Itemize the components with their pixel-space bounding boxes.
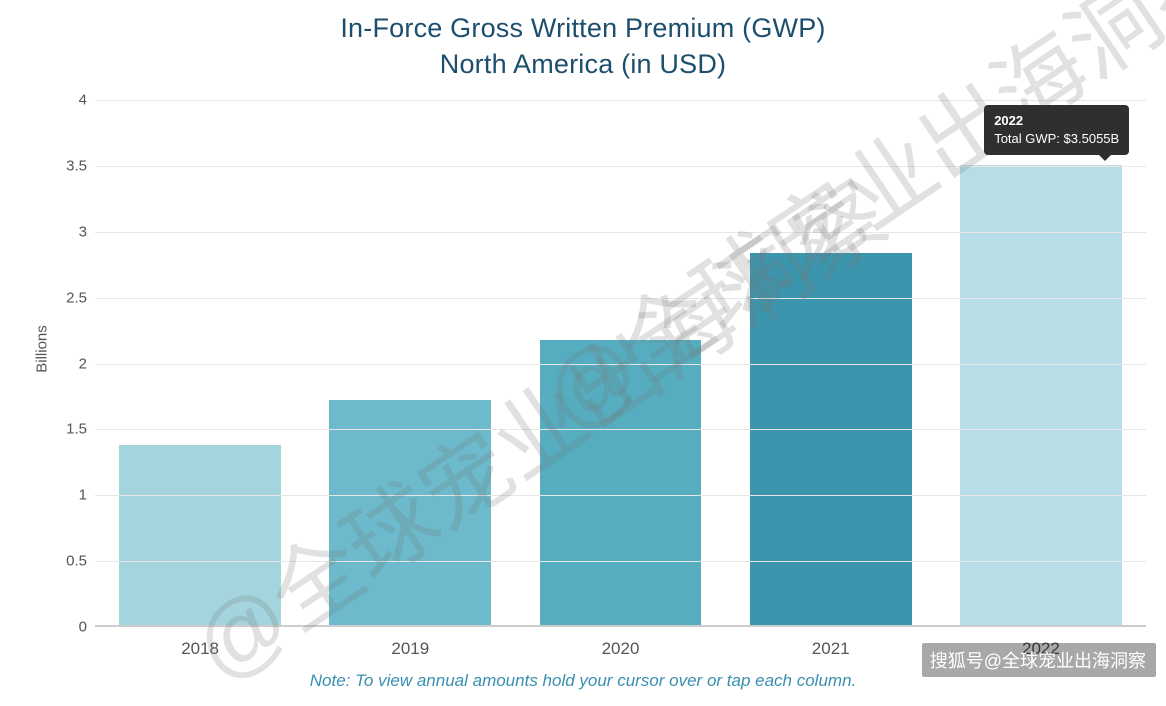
gridline (95, 100, 1146, 101)
x-tick-label: 2019 (305, 639, 515, 659)
chart-footnote: Note: To view annual amounts hold your c… (0, 671, 1166, 691)
tooltip-value: Total GWP: $3.5055B (994, 130, 1119, 148)
x-tick-label: 2022 (936, 639, 1146, 659)
y-tick-label: 0 (55, 619, 87, 636)
bar-2019[interactable] (329, 400, 491, 627)
x-tick-label: 2018 (95, 639, 305, 659)
y-tick-label: 1 (55, 487, 87, 504)
y-tick-label: 4 (55, 92, 87, 109)
y-tick-label: 3 (55, 223, 87, 240)
gridline (95, 166, 1146, 167)
y-tick-label: 2.5 (55, 289, 87, 306)
gridline (95, 429, 1146, 430)
bar-2021[interactable] (750, 253, 912, 627)
tooltip-year: 2022 (994, 112, 1119, 130)
gridline (95, 561, 1146, 562)
y-tick-label: 3.5 (55, 157, 87, 174)
tooltip: 2022Total GWP: $3.5055B (984, 105, 1129, 155)
x-tick-label: 2021 (726, 639, 936, 659)
x-axis-baseline (95, 625, 1146, 627)
bar-2020[interactable] (540, 340, 702, 627)
gridline (95, 495, 1146, 496)
gridline (95, 232, 1146, 233)
y-tick-label: 2 (55, 355, 87, 372)
y-tick-label: 0.5 (55, 553, 87, 570)
chart-title: In-Force Gross Written Premium (GWP) Nor… (20, 10, 1146, 83)
y-axis-label: Billions (33, 325, 50, 373)
bar-2022[interactable] (960, 165, 1122, 627)
gridline (95, 364, 1146, 365)
gridline (95, 298, 1146, 299)
title-line-2: North America (in USD) (20, 46, 1146, 82)
plot-area: 20182019202020212022Total GWP: $3.5055B2… (95, 100, 1146, 627)
y-tick-label: 1.5 (55, 421, 87, 438)
x-tick-label: 2020 (515, 639, 725, 659)
chart-container: In-Force Gross Written Premium (GWP) Nor… (0, 0, 1166, 697)
bar-2018[interactable] (119, 445, 281, 627)
title-line-1: In-Force Gross Written Premium (GWP) (20, 10, 1146, 46)
